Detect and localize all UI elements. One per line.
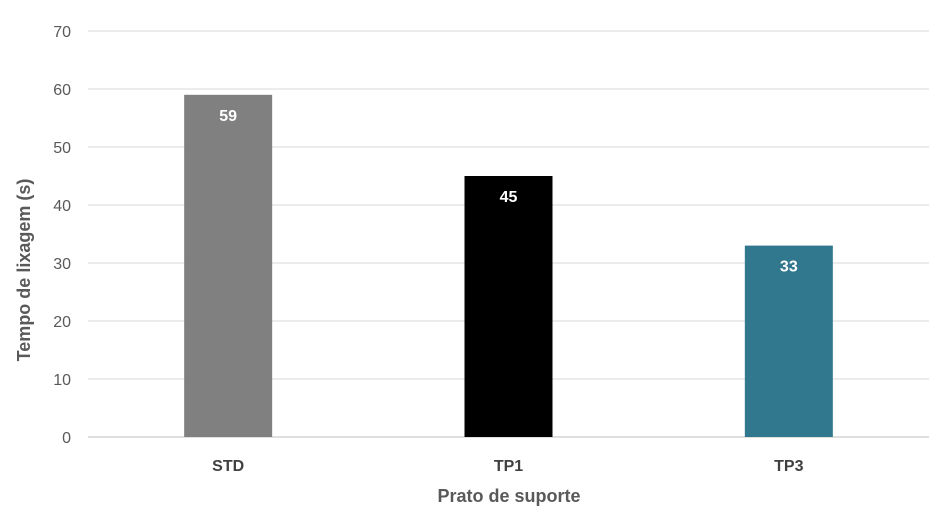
data-labels: 59 45 33 [219,108,798,276]
x-tick-label: TP3 [774,458,803,475]
y-tick-label: 70 [53,24,71,41]
bar-std [184,94,273,438]
bars [184,94,833,438]
bar-tp1 [464,176,553,437]
bar-tp3 [744,245,833,437]
x-tick-label: STD [212,458,244,475]
y-tick-label: 60 [53,82,71,99]
y-tick-label: 50 [53,140,71,157]
x-axis-ticks: STD TP1 TP3 [212,458,803,475]
y-axis-ticks: 0 10 20 30 40 50 60 70 [53,24,71,447]
y-axis-title: Tempo de lixagem (s) [14,179,34,362]
x-tick-label: TP1 [494,458,523,475]
data-label-std: 59 [219,108,237,125]
x-axis-title: Prato de suporte [437,486,580,506]
y-tick-label: 30 [53,256,71,273]
y-tick-label: 10 [53,372,71,389]
data-label-tp3: 33 [780,259,798,276]
y-tick-label: 20 [53,314,71,331]
data-label-tp1: 45 [500,189,518,206]
y-tick-label: 0 [62,430,71,447]
y-tick-label: 40 [53,198,71,215]
